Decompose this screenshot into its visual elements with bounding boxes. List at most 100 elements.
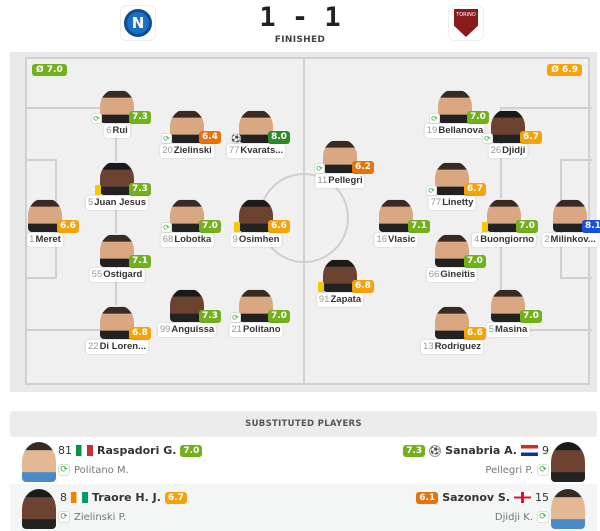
away-player[interactable]: 6.6 13Rodriguez [412, 305, 492, 357]
player-name: Rodriguez [434, 341, 482, 352]
shirt-number: 9 [232, 234, 238, 245]
player-photo [22, 442, 56, 482]
shirt-number: 55 [91, 269, 103, 280]
shirt-number: 5 [87, 197, 94, 208]
match-score: 1 - 1 [259, 2, 341, 33]
player-photo [491, 109, 525, 143]
substitution-icon: ⟳ [58, 511, 70, 523]
player-label: 1Meret [27, 233, 63, 247]
substituted-players-header: SUBSTITUTED PLAYERS [10, 411, 597, 437]
player-name: Meret [35, 234, 61, 245]
player-photo [553, 198, 587, 232]
player-photo [100, 89, 134, 123]
home-player[interactable]: 6.6 9Osimhen [216, 198, 296, 250]
player-name: Rui [112, 125, 128, 136]
player-photo [435, 305, 469, 339]
away-player[interactable]: 7.0 5Masina [468, 288, 548, 340]
shirt-number: 68 [162, 234, 174, 245]
player-photo [100, 161, 134, 195]
player-name: Bellanova [438, 125, 484, 136]
player-label: 6Rui [104, 124, 130, 138]
goal-ball-icon: ⚽ [429, 444, 442, 457]
rating-badge: 7.0 [180, 444, 203, 457]
player-name: Ostigard [103, 269, 143, 280]
lineup-pitch: Ø 7.0 Ø 6.9 7.3 ⟳ 6Rui 6.4 ⟳ 20Zielinski 8.0 ⚽ 7… [10, 52, 600, 392]
away-substitute[interactable]: 6.1 Sazonov S. 15 Djidji K. ⟳ [307, 484, 597, 531]
away-player[interactable]: 7.1 16Vlasic [356, 198, 436, 250]
shirt-number: 21 [231, 324, 243, 335]
player-name: Linetty [442, 197, 474, 208]
shirt-number: 66 [428, 269, 440, 280]
rating-badge: 7.3 [403, 444, 426, 457]
shirt-number: 11 [317, 175, 328, 186]
home-player[interactable]: 7.1 55Ostigard [77, 233, 157, 285]
match-header: N 1 - 1 FINISHED TORINO [0, 0, 600, 52]
home-player[interactable]: 7.3 ⟳ 6Rui [77, 89, 157, 141]
player-name: Milinkov... [550, 234, 596, 245]
yellow-card-icon [234, 222, 240, 232]
shirt-number: 2 [544, 234, 550, 245]
rating-badge: 6.7 [520, 131, 542, 144]
player-photo [239, 198, 273, 232]
away-player[interactable]: 6.7 ⟳ 26Djidji [468, 109, 548, 161]
player-label: 20Zielinski [160, 144, 214, 158]
away-substitute[interactable]: 7.3 ⚽ Sanabria A. 9 Pellegri P. ⟳ [307, 437, 597, 484]
player-photo [100, 305, 134, 339]
home-substitute[interactable]: 8 Traore H. J. 6.7 ⟳ Zielinski P. [10, 484, 300, 531]
rating-badge: 7.3 [129, 183, 151, 196]
player-label: 5Juan Jesus [85, 196, 149, 210]
away-player[interactable]: 6.7 ⟳ 77Linetty [412, 161, 492, 213]
rating-badge: 6.8 [352, 280, 374, 293]
substitution-icon: ⟳ [161, 133, 172, 144]
player-photo [100, 233, 134, 267]
home-player[interactable]: 7.0 ⟳ 21Politano [216, 288, 296, 340]
rating-badge: 7.1 [129, 255, 151, 268]
player-name: Di Loren... [99, 341, 147, 352]
georgia-flag-icon [514, 492, 531, 503]
away-team-logo[interactable]: TORINO [448, 5, 484, 41]
player-photo [239, 288, 273, 322]
replaced-player: Djidji K. [494, 511, 533, 523]
shirt-number: 4 [473, 234, 480, 245]
player-name: Masina [495, 324, 528, 335]
player-label: 21Politano [229, 323, 283, 337]
ivory-coast-flag-icon [71, 492, 88, 503]
rating-badge: 6.2 [352, 161, 374, 174]
home-player[interactable]: 6.6 1Meret [5, 198, 85, 250]
shirt-number: 19 [426, 125, 438, 136]
rating-badge: 6.6 [268, 220, 290, 233]
away-player[interactable]: 7.0 4Buongiorno [464, 198, 544, 250]
player-label: 91Zapata [316, 293, 364, 307]
home-player[interactable]: 7.0 ⟳ 68Lobotka [147, 198, 227, 250]
player-photo [28, 198, 62, 232]
player-name: Osimhen [238, 234, 280, 245]
away-player[interactable]: 7.0 66Gineitis [412, 233, 492, 285]
paraguay-flag-icon [521, 445, 538, 456]
shirt-number: 16 [376, 234, 388, 245]
home-team-logo[interactable]: N [120, 5, 156, 41]
player-name: Zielinski [173, 145, 212, 156]
home-average-rating: Ø 7.0 [32, 64, 67, 76]
home-player[interactable]: 7.3 99Anguissa [147, 288, 227, 340]
player-name: Gineitis [440, 269, 476, 280]
substitution-icon: ⟳ [426, 185, 437, 196]
home-player[interactable]: 6.8 22Di Loren... [77, 305, 157, 357]
substitution-icon: ⟳ [230, 312, 241, 323]
away-player[interactable]: 8.1✦2Milinkov... [530, 198, 600, 250]
napoli-crest-icon: N [124, 9, 152, 37]
player-photo [239, 109, 273, 143]
shirt-number: 22 [87, 341, 99, 352]
home-substitute[interactable]: 81 Raspadori G. 7.0 ⟳ Politano M. [10, 437, 300, 484]
player-label: 4Buongiorno [471, 233, 537, 247]
player-label: 68Lobotka [160, 233, 214, 247]
away-player[interactable]: 6.2 ⟳ 11Pellegri [300, 139, 380, 191]
away-player[interactable]: 6.8 91Zapata [300, 258, 380, 310]
away-player[interactable]: 7.0 ⟳ 19Bellanova [415, 89, 495, 141]
substitution-icon: ⟳ [161, 222, 172, 233]
home-player[interactable]: 8.0 ⚽ 77Kvarats... [216, 109, 296, 161]
shirt-number: 8 [60, 491, 67, 504]
player-label: 26Djidji [488, 144, 528, 158]
home-player[interactable]: 6.4 ⟳ 20Zielinski [147, 109, 227, 161]
player-label: 77Linetty [428, 196, 476, 210]
home-player[interactable]: 7.3 5Juan Jesus [77, 161, 157, 213]
